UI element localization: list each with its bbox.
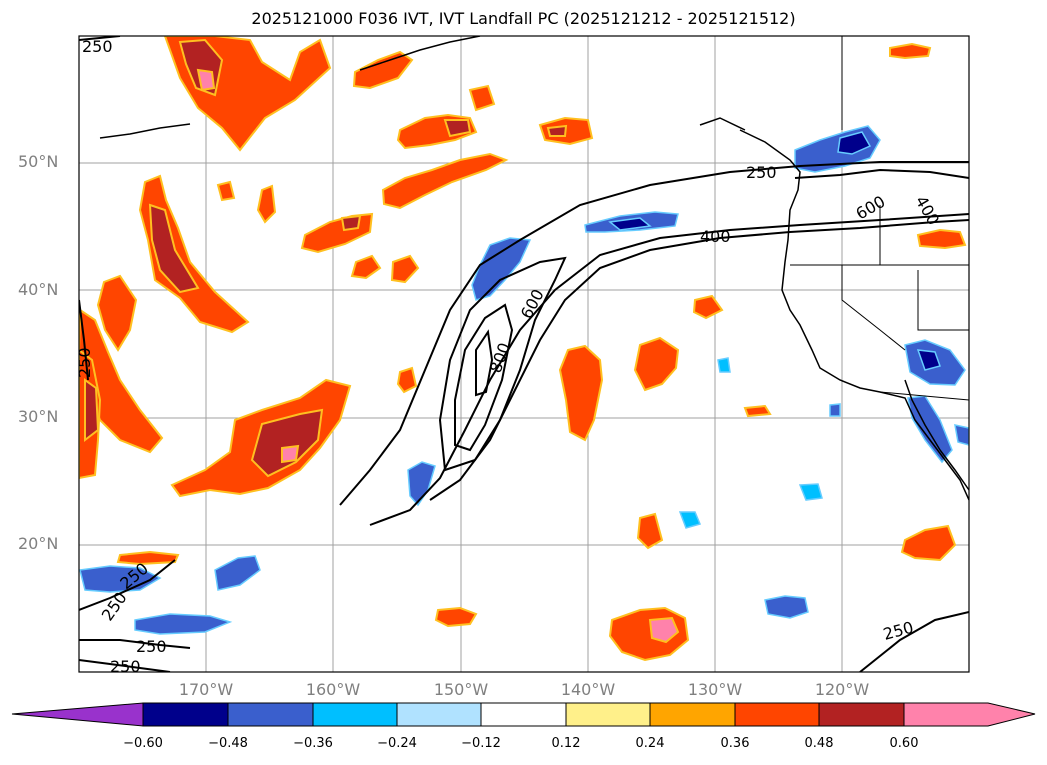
contour-label: 250: [98, 588, 131, 624]
colorbar-tick-label: −0.12: [461, 736, 501, 751]
colorbar-tick-label: 0.24: [635, 736, 665, 751]
lon-label: 170°W: [178, 680, 234, 699]
colorbar-tick-label: −0.24: [377, 736, 417, 751]
colorbar-segment: [312, 702, 398, 727]
lat-label: 50°N: [18, 152, 59, 171]
contour-label: 250: [82, 37, 113, 56]
state-borders: [790, 36, 969, 401]
coastline: [99, 36, 969, 501]
lon-label: 140°W: [560, 680, 616, 699]
lat-label: 30°N: [18, 407, 59, 426]
contour-label: 250: [746, 163, 777, 182]
colorbar-tick-label: 0.36: [720, 736, 750, 751]
lat-label: 40°N: [18, 280, 59, 299]
lon-label: 130°W: [687, 680, 743, 699]
colorbar-segment: [396, 702, 482, 727]
contour-label: 250: [136, 637, 167, 656]
ivt-contours: [79, 36, 969, 672]
colorbar-extend-high: [903, 702, 1036, 727]
colorbar-segment: [227, 702, 314, 727]
colorbar-segment: [142, 702, 229, 727]
contour-labels: 250 250 400 600 600 800 400 250 250 250 …: [75, 37, 943, 676]
contour-label: 400: [700, 227, 731, 246]
contour-label: 600: [853, 192, 889, 224]
colorbar-tick-label: −0.48: [208, 736, 248, 751]
contour-label: 250: [881, 618, 915, 644]
colorbar: [11, 702, 1036, 727]
colorbar-segment: [649, 702, 736, 727]
map-frame: [78, 35, 970, 673]
lon-label: 150°W: [433, 680, 489, 699]
lon-label: 120°W: [814, 680, 870, 699]
colorbar-extend-low: [11, 702, 144, 727]
negative-anomaly-fill: [79, 125, 969, 635]
lat-label: 20°N: [18, 534, 59, 553]
map-title: 2025121000 F036 IVT, IVT Landfall PC (20…: [251, 9, 796, 28]
colorbar-tick-label: −0.60: [123, 736, 163, 751]
positive-anomaly-fill: [79, 36, 967, 662]
contour-label: 250: [110, 657, 141, 676]
colorbar-segment: [565, 702, 651, 727]
colorbar-tick-label: 0.48: [804, 736, 834, 751]
colorbar-tick-label: 0.60: [889, 736, 919, 751]
colorbar-segment: [480, 702, 567, 727]
gridlines: [79, 36, 969, 672]
colorbar-segment: [734, 702, 820, 727]
lon-label: 160°W: [305, 680, 361, 699]
colorbar-tick-label: 0.12: [551, 736, 581, 751]
contour-label: 250: [75, 347, 94, 378]
colorbar-segment: [818, 702, 905, 727]
colorbar-tick-label: −0.36: [293, 736, 333, 751]
